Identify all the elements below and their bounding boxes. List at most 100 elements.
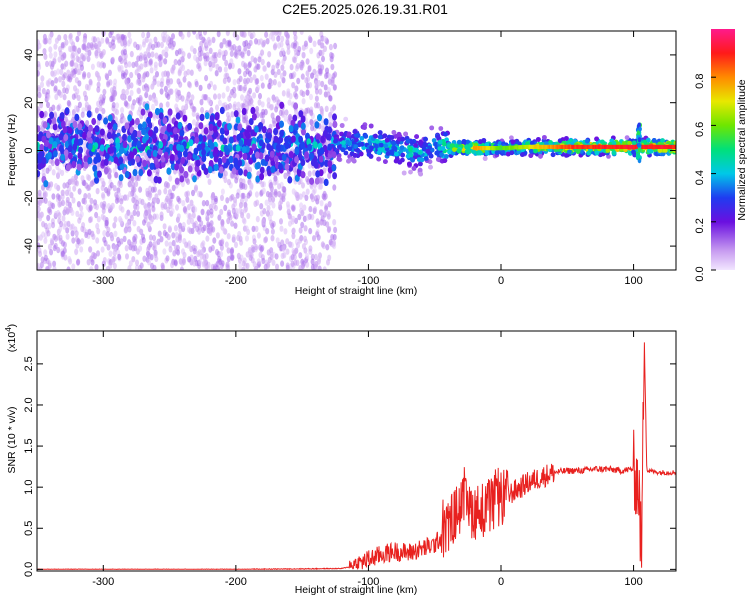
spectrogram-cell <box>287 99 292 106</box>
spectrogram-cell <box>257 56 262 63</box>
spectrogram-cell <box>168 246 173 253</box>
spectrogram-cell <box>423 142 428 148</box>
spectrogram-cell <box>99 99 103 106</box>
spectrogram-cell <box>248 166 252 174</box>
spectrogram-cell <box>275 115 281 123</box>
spectrogram-cell <box>289 63 294 71</box>
spectrogram-cell <box>293 34 298 41</box>
spectrogram-cell <box>109 95 114 103</box>
spectrogram-cell <box>310 195 315 203</box>
spectrogram-cell <box>290 204 295 211</box>
spectrogram-cell <box>150 176 155 184</box>
spectrogram-cell <box>219 42 224 49</box>
spectrogram-cell <box>47 222 52 230</box>
spectrogram-cell <box>157 55 162 62</box>
spectrogram-cell <box>136 210 141 217</box>
spectrogram-cell <box>88 205 93 212</box>
spectrogram-cell <box>343 116 349 122</box>
spectrogram-cell <box>66 100 71 107</box>
spectrogram-cell <box>240 94 244 101</box>
spectrogram-cell <box>309 118 314 126</box>
spectrogram-cell <box>301 51 306 59</box>
spectrogram-cell <box>290 260 295 268</box>
spectrogram-cell <box>74 113 80 121</box>
spectrogram-cell <box>85 120 90 127</box>
spectrogram-cell <box>329 51 334 59</box>
spectrogram-cell <box>143 152 148 160</box>
spectrogram-cell <box>151 206 156 213</box>
spectrogram-cell <box>227 39 232 46</box>
spectrogram-cell <box>120 107 125 114</box>
spectrogram-cell <box>256 84 260 92</box>
spectrogram-cell <box>135 97 140 104</box>
spectrogram-cell <box>327 254 332 261</box>
spectrogram-cell <box>310 258 315 265</box>
spectrogram-cell <box>298 227 303 234</box>
spectrogram-cell <box>226 247 231 254</box>
spectrogram-cell <box>206 221 211 228</box>
spectrogram-cell <box>302 215 307 222</box>
spectrogram-cell <box>303 225 308 232</box>
spectrogram-cell <box>660 138 665 144</box>
spectrogram-cell <box>272 79 277 86</box>
spectrogram-cell <box>285 248 290 255</box>
spectrogram-cell <box>325 244 330 251</box>
spectrogram-cell <box>280 260 285 267</box>
spectrogram-cell <box>296 242 300 249</box>
spectrogram-cell <box>154 193 159 200</box>
spectrogram-cell <box>407 161 412 167</box>
spectrogram-cell <box>225 104 230 111</box>
spectrogram-cell <box>247 100 252 107</box>
spectrogram-cell <box>51 71 56 78</box>
spectrogram-cell <box>260 158 266 166</box>
spectrogram-cell <box>94 264 99 270</box>
spectrogram-cell <box>279 218 283 225</box>
spectrogram-cell <box>317 68 322 75</box>
spectrogram-cell <box>96 72 101 79</box>
spectrogram-cell <box>137 123 143 131</box>
spectrogram-cell <box>187 52 192 59</box>
spectrogram-cell <box>235 144 241 152</box>
spectrogram-cell <box>92 36 97 43</box>
spectrogram-cell <box>327 73 332 80</box>
spectrogram-cell <box>54 93 59 101</box>
spectrogram-cell <box>171 33 175 40</box>
spectrogram-cell <box>226 76 231 83</box>
spectrogram-cell <box>245 235 249 242</box>
spectrogram-cell <box>328 95 333 102</box>
spectrogram-cell <box>247 61 252 69</box>
spectrogram-cell <box>131 245 136 252</box>
spectrogram-cell <box>104 219 109 227</box>
spectrogram-cell <box>58 76 62 83</box>
spectrogram-cell <box>279 50 284 57</box>
spectrogram-cell <box>330 63 335 71</box>
spectrogram-cell <box>191 189 195 197</box>
spectrogram-cell <box>106 81 111 88</box>
spectrogram-cell <box>188 99 193 106</box>
spectrogram-cell <box>41 87 46 95</box>
spectrogram-cell <box>151 103 155 111</box>
spectrogram-cell <box>252 261 257 268</box>
spectrogram-cell <box>102 200 107 208</box>
spectrogram-cell <box>299 207 304 215</box>
spectrogram-cell <box>124 226 129 234</box>
spectrogram-cell <box>269 219 274 226</box>
spectrogram-cell <box>280 64 285 71</box>
spectrogram-cell <box>320 215 325 222</box>
spectrogram-cell <box>229 50 234 57</box>
spectrogram-cell <box>205 235 210 242</box>
spectrogram-cell <box>141 41 146 48</box>
spectrogram-cell <box>323 45 327 52</box>
spectrogram-cell <box>52 260 57 267</box>
chart-title: C2E5.2025.026.19.31.R01 <box>282 1 448 17</box>
spectrogram-cell <box>165 70 170 78</box>
spectrogram-cell <box>255 175 261 183</box>
spectrogram-cell <box>288 113 293 121</box>
spectrogram-cell <box>269 250 274 258</box>
spectrogram-cell <box>58 225 63 233</box>
spectrogram-cell <box>209 220 214 227</box>
spectrogram-cell <box>141 76 146 83</box>
spectrogram-cell <box>147 209 152 216</box>
spectrogram-cell <box>198 46 202 53</box>
spectrogram-cell <box>315 231 320 238</box>
